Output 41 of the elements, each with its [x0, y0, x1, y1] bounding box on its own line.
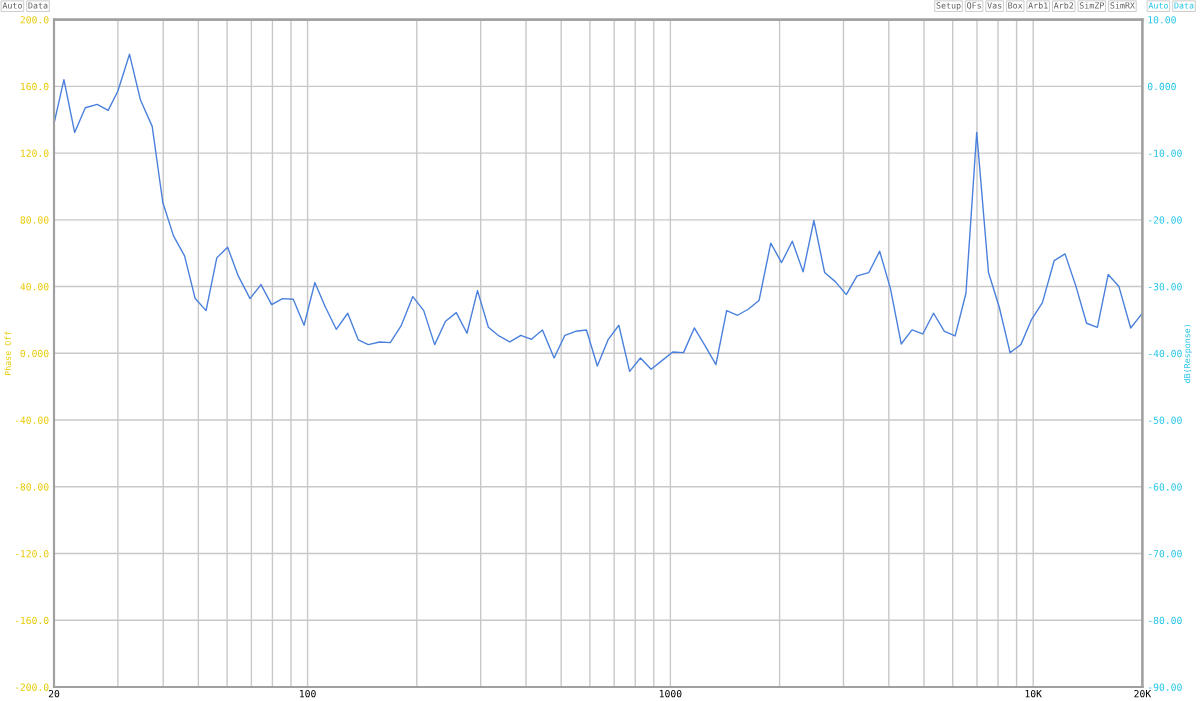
- y-tick-label: -160.0: [15, 616, 49, 625]
- y-tick-label: -200.0: [15, 683, 49, 691]
- y2-tick-label: -50.00: [1148, 416, 1182, 424]
- text: Data: [28, 2, 48, 9]
- y2-tick-label: -40.00: [1148, 349, 1182, 358]
- y2-axis-title: dB(Response): [1183, 324, 1192, 383]
- y-tick-label: 200.0: [20, 16, 49, 24]
- text: Data: [1174, 2, 1194, 9]
- y2-tick-label: 10.00: [1148, 16, 1176, 24]
- text: Auto: [2, 2, 22, 9]
- text: Vas: [987, 2, 1002, 9]
- text: Setup: [936, 2, 961, 11]
- x-tick-label: 20K: [1134, 689, 1152, 698]
- y-tick-label: -120.0: [15, 550, 49, 558]
- text: Arb2: [1053, 2, 1074, 9]
- y-tick-label: -80.00: [15, 483, 49, 491]
- y2-tick-label: -90.00: [1148, 683, 1182, 691]
- y2-tick-label: 0.000: [1147, 82, 1176, 91]
- x-tick-label: 100: [299, 689, 316, 698]
- y2-tick-label: -10.00: [1148, 149, 1182, 157]
- x-tick-label: 10K: [1025, 689, 1042, 698]
- y2-tick-label: -20.00: [1148, 216, 1182, 224]
- text: Arb1: [1028, 2, 1048, 9]
- y2-tick-label: -60.00: [1148, 483, 1182, 491]
- y-tick-label: 80.00: [20, 216, 49, 224]
- text: SimZP: [1079, 2, 1104, 9]
- y-tick-label: 160.0: [21, 82, 49, 91]
- text: Auto: [1148, 2, 1168, 9]
- text: SimRX: [1110, 2, 1135, 9]
- y-tick-label: 120.0: [21, 149, 49, 157]
- y2-tick-label: -80.00: [1148, 616, 1182, 625]
- text: QFs: [967, 2, 981, 10]
- y-tick-label: 0.000: [20, 349, 49, 358]
- y2-tick-label: -70.00: [1148, 550, 1182, 558]
- x-tick-label: 20: [48, 689, 60, 698]
- y-axis-title: Phase Off: [4, 331, 12, 376]
- text: Box: [1008, 2, 1023, 9]
- y-tick-label: -40.00: [15, 416, 49, 424]
- x-tick-label: 1000: [659, 689, 682, 698]
- y-tick-label: 40.00: [20, 283, 49, 291]
- y2-tick-label: -30.00: [1148, 283, 1182, 291]
